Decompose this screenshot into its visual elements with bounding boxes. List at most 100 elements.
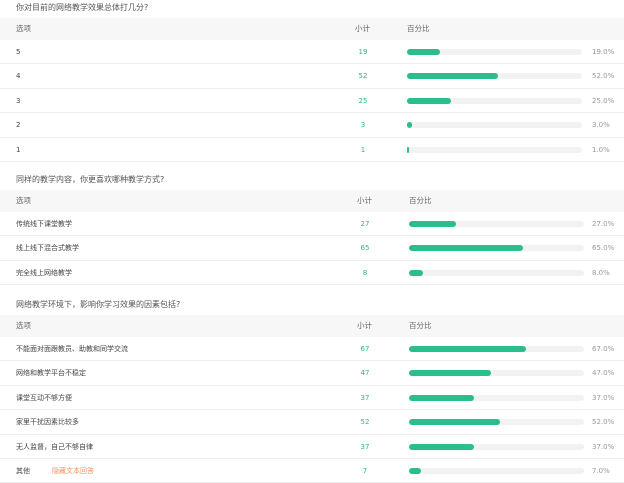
option-label: 网络和教学平台不稳定	[16, 369, 86, 378]
count-value: 7	[362, 466, 368, 475]
percent-value: 65.0%	[592, 244, 615, 253]
percent-value: 1.0%	[592, 145, 610, 154]
table-row: 5 19 19.0%	[0, 40, 624, 65]
table-row: 1 1 1.0%	[0, 138, 624, 162]
table-row: 2 3 3.0%	[0, 113, 624, 138]
option-label: 其他	[16, 466, 30, 475]
percent-bar-fill	[409, 443, 474, 450]
option-label: 3	[16, 96, 21, 105]
percent-value: 37.0%	[592, 442, 615, 451]
percent-bar-track	[409, 221, 584, 227]
question-title: 你对目前的网络教学效果总体打几分?	[16, 3, 149, 12]
percent-bar-track	[407, 73, 582, 80]
header-percent: 百分比	[407, 24, 430, 33]
table-row: 其他 隐藏文本回答 7 7.0%	[0, 459, 624, 483]
count-value: 27	[360, 220, 370, 228]
percent-value: 19.0%	[592, 48, 615, 56]
percent-value: 37.0%	[592, 393, 615, 402]
option-label: 5	[16, 48, 21, 56]
table-header: 选项 小计 百分比	[0, 315, 624, 337]
percent-bar-fill	[409, 221, 457, 227]
percent-value: 27.0%	[592, 220, 615, 228]
option-label: 2	[16, 121, 21, 130]
percent-bar-track	[409, 370, 584, 377]
header-option: 选项	[16, 24, 31, 33]
table-header: 选项 小计 百分比	[0, 190, 624, 212]
question-section: 网络教学环境下，影响你学习效果的因素包括? 选项 小计 百分比 不能面对面跟教员…	[0, 297, 624, 483]
percent-bar-fill	[407, 73, 498, 80]
percent-bar-fill	[409, 346, 527, 352]
table-header: 选项 小计 百分比	[0, 18, 624, 40]
option-label: 家里干扰因素比较多	[16, 418, 79, 427]
question-title: 同样的教学内容，你更喜欢哪种教学方式?	[16, 175, 165, 184]
header-percent: 百分比	[409, 321, 432, 330]
count-value: 1	[360, 145, 366, 154]
table-row: 课堂互动不够方便 37 37.0%	[0, 386, 624, 411]
option-label: 无人监督，自己不够自律	[16, 442, 93, 451]
percent-bar-fill	[407, 49, 441, 55]
header-option: 选项	[16, 196, 31, 205]
percent-bar-fill	[409, 394, 474, 401]
percent-bar-fill	[409, 269, 423, 276]
option-label: 课堂互动不够方便	[16, 393, 72, 402]
count-value: 67	[360, 345, 370, 353]
count-value: 52	[358, 72, 368, 81]
percent-value: 25.0%	[592, 96, 615, 105]
option-label: 不能面对面跟教员、助教和同学交流	[16, 345, 128, 353]
count-value: 8	[362, 268, 368, 277]
count-value: 52	[360, 418, 370, 427]
table-row: 3 25 25.0%	[0, 89, 624, 114]
table-row: 完全线上网络教学 8 8.0%	[0, 261, 624, 286]
percent-value: 7.0%	[592, 466, 610, 475]
percent-bar-track	[409, 346, 584, 352]
percent-bar-fill	[409, 370, 492, 377]
table-row: 网络和教学平台不稳定 47 47.0%	[0, 361, 624, 386]
table-row: 4 52 52.0%	[0, 64, 624, 89]
count-value: 47	[360, 369, 370, 378]
percent-bar-fill	[409, 419, 500, 426]
count-value: 25	[358, 96, 368, 105]
percent-bar-track	[407, 122, 582, 129]
percent-value: 52.0%	[592, 72, 615, 81]
header-percent: 百分比	[409, 196, 432, 205]
header-count: 小计	[355, 24, 370, 33]
percent-value: 8.0%	[592, 268, 610, 277]
percent-bar-fill	[407, 122, 413, 129]
percent-bar-fill	[409, 245, 523, 252]
percent-bar-track	[409, 419, 584, 426]
question-section: 你对目前的网络教学效果总体打几分? 选项 小计 百分比 5 19 19.0% 4…	[0, 0, 624, 162]
percent-bar-track	[407, 146, 582, 153]
percent-bar-track	[409, 245, 584, 252]
count-value: 37	[360, 442, 370, 451]
option-label: 1	[16, 145, 21, 154]
count-value: 65	[360, 244, 370, 253]
question-title: 网络教学环境下，影响你学习效果的因素包括?	[16, 300, 181, 309]
percent-value: 47.0%	[592, 369, 615, 378]
option-label: 4	[16, 72, 21, 81]
percent-bar-track	[409, 443, 584, 450]
percent-bar-fill	[407, 146, 410, 153]
header-count: 小计	[357, 321, 372, 330]
count-value: 19	[358, 48, 368, 56]
percent-bar-track	[409, 467, 584, 474]
percent-value: 67.0%	[592, 345, 615, 353]
percent-bar-track	[407, 49, 582, 55]
count-value: 37	[360, 393, 370, 402]
percent-value: 52.0%	[592, 418, 615, 427]
percent-bar-fill	[407, 97, 451, 104]
option-label: 完全线上网络教学	[16, 268, 72, 277]
option-label: 传统线下课堂教学	[16, 220, 72, 228]
percent-bar-track	[409, 394, 584, 401]
table-row: 传统线下课堂教学 27 27.0%	[0, 212, 624, 237]
table-row: 家里干扰因素比较多 52 52.0%	[0, 410, 624, 435]
percent-bar-fill	[409, 467, 422, 474]
header-count: 小计	[357, 196, 372, 205]
hide-text-answers-link[interactable]: 隐藏文本回答	[52, 466, 94, 475]
percent-bar-track	[407, 97, 582, 104]
count-value: 3	[360, 121, 366, 130]
percent-value: 3.0%	[592, 121, 610, 130]
percent-bar-track	[409, 269, 584, 276]
option-label: 线上线下混合式教学	[16, 244, 79, 253]
table-row: 线上线下混合式教学 65 65.0%	[0, 236, 624, 261]
header-option: 选项	[16, 321, 31, 330]
